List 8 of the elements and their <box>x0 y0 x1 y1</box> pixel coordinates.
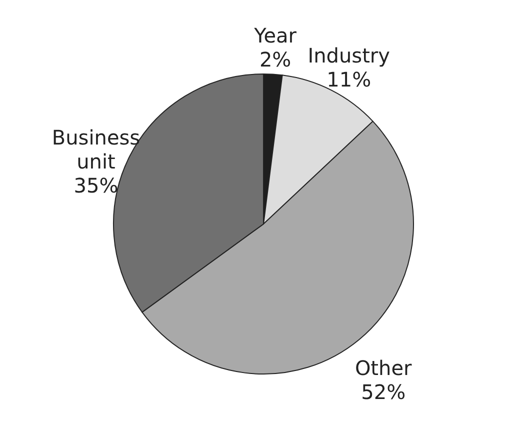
slice-label: Other <box>354 356 412 380</box>
data-label: 2% <box>259 47 292 72</box>
slice-label: Year <box>253 23 298 48</box>
data-label: 11% <box>326 67 372 92</box>
slice-label: Business unit <box>52 126 140 174</box>
slice-label: Industry <box>308 43 390 68</box>
data-label: 35% <box>74 174 118 198</box>
data-label: 52% <box>361 380 406 404</box>
